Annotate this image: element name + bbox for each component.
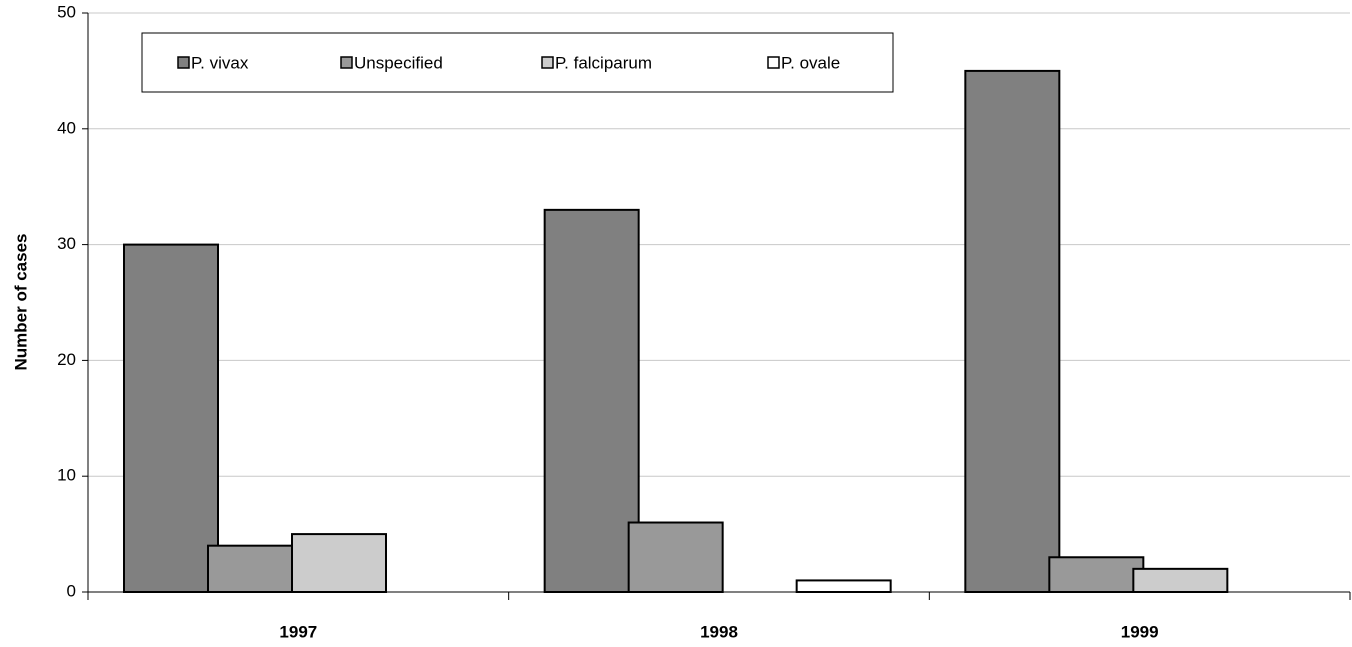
legend-swatch (541, 56, 554, 69)
legend-swatch (177, 56, 190, 69)
bar (1132, 567, 1229, 594)
y-tick-label: 0 (67, 581, 76, 600)
y-tick-label: 30 (57, 234, 76, 253)
legend-label: P. falciparum (555, 53, 652, 72)
y-tick-label: 10 (57, 466, 76, 485)
y-tick-label: 40 (57, 118, 76, 137)
bar (964, 69, 1061, 593)
legend-label: P. vivax (191, 53, 249, 72)
x-tick-label: 1998 (700, 622, 738, 641)
legend-swatch (767, 56, 780, 69)
bar (207, 544, 303, 593)
y-tick-label: 50 (57, 2, 76, 21)
legend-swatch (340, 56, 353, 69)
bar (543, 208, 640, 594)
y-tick-label: 20 (57, 350, 76, 369)
x-tick-label: 1997 (279, 622, 317, 641)
x-tick-label: 1999 (1121, 622, 1159, 641)
bar (291, 533, 387, 593)
y-axis-label: Number of cases (11, 234, 30, 371)
bar (123, 243, 219, 593)
legend-label: P. ovale (781, 53, 840, 72)
bar (795, 579, 892, 593)
legend-label: Unspecified (354, 53, 443, 72)
bar (627, 521, 724, 594)
bar (1048, 556, 1145, 594)
